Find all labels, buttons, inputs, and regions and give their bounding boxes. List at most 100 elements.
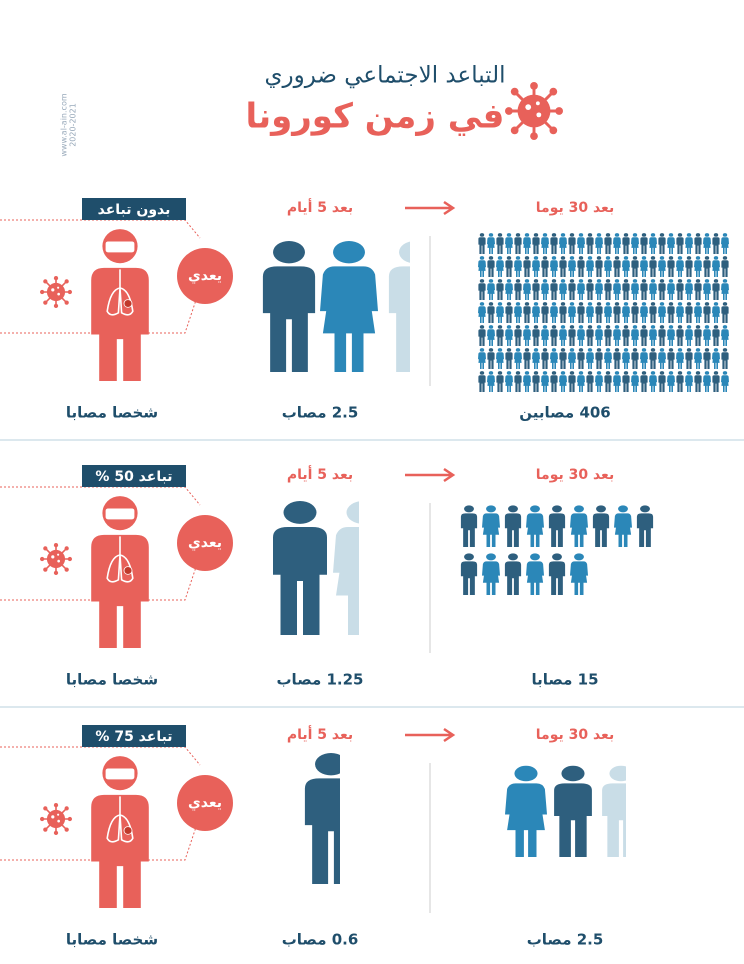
person-icon: [554, 765, 592, 857]
person-icon: [559, 302, 567, 323]
person-icon: [640, 233, 648, 254]
person-icon: [586, 371, 594, 392]
person-icon: [676, 279, 684, 300]
person-icon: [548, 553, 566, 595]
watermark-years: 2020-2021: [69, 103, 78, 147]
person-icon: [640, 302, 648, 323]
person-icon: [541, 325, 549, 346]
person-icon: [586, 348, 594, 369]
watermark: www.al-ain.com 2020-2021: [60, 93, 78, 156]
person-icon: [577, 302, 585, 323]
badge: [82, 725, 186, 747]
person-icon: [667, 279, 675, 300]
person-icon: [676, 256, 684, 277]
person-icon: [586, 279, 594, 300]
badge: [82, 198, 186, 220]
person-icon: [622, 256, 630, 277]
person-icon: [550, 348, 558, 369]
person-icon: [40, 803, 72, 835]
person-icon: [595, 256, 603, 277]
person-icon: [496, 279, 504, 300]
subtitle: في زمن كورونا: [246, 97, 505, 137]
title: التباعد الاجتماعي ضروري: [264, 63, 505, 89]
person-icon: [595, 348, 603, 369]
person-icon: [320, 241, 378, 372]
person-icon: [604, 325, 612, 346]
person-icon: [658, 348, 666, 369]
person-icon: [676, 233, 684, 254]
person-icon: [568, 325, 576, 346]
person-icon: [622, 325, 630, 346]
person-icon: [712, 302, 720, 323]
person-icon: [649, 279, 657, 300]
person-icon: [613, 233, 621, 254]
person-icon: [631, 233, 639, 254]
person-icon: [685, 325, 693, 346]
person-icon: [685, 256, 693, 277]
person-icon: [649, 348, 657, 369]
person-icon: [613, 256, 621, 277]
person-icon: [721, 256, 729, 277]
infects-circle: [177, 515, 233, 571]
person-icon: [532, 233, 540, 254]
person-icon: [667, 233, 675, 254]
person-icon: [505, 371, 513, 392]
person-icon: [505, 279, 513, 300]
person-icon: [721, 325, 729, 346]
infects-circle: [177, 248, 233, 304]
person-icon: [721, 348, 729, 369]
after-5-label: بعد 5 أيام: [287, 725, 353, 743]
person-icon: [703, 302, 711, 323]
person-icon: [496, 348, 504, 369]
person-icon: [595, 325, 603, 346]
person-icon: [514, 348, 522, 369]
person-icon: [478, 302, 486, 323]
person-icon: [496, 325, 504, 346]
person-icon: [505, 256, 513, 277]
infects-circle: [177, 775, 233, 831]
person-icon: [478, 371, 486, 392]
person-icon: [550, 233, 558, 254]
person-icon: [460, 553, 478, 595]
after-5-count: 1.25 مصاب: [276, 671, 363, 689]
person-icon: [487, 371, 495, 392]
person-icon: [505, 82, 563, 140]
person-icon: [658, 325, 666, 346]
person-icon: [631, 256, 639, 277]
person-icon: [613, 279, 621, 300]
person-icon: [482, 505, 500, 547]
person-icon: [568, 233, 576, 254]
arrow: [405, 727, 456, 743]
person-icon: [505, 765, 547, 857]
person-icon: [586, 233, 594, 254]
person-icon: [640, 348, 648, 369]
person-icon: [712, 256, 720, 277]
person-icon: [721, 302, 729, 323]
person-icon: [550, 256, 558, 277]
infects-label: يعدي: [188, 268, 222, 285]
person-icon: [523, 371, 531, 392]
person-icon: [622, 233, 630, 254]
person-icon: [550, 302, 558, 323]
after-5-count: 2.5 مصاب: [282, 404, 359, 422]
person-icon: [90, 228, 150, 381]
person-icon: [667, 256, 675, 277]
person-icon: [559, 256, 567, 277]
person-icon: [613, 348, 621, 369]
person-icon: [595, 233, 603, 254]
person-icon: [703, 348, 711, 369]
after-30-label: بعد 30 يوما: [536, 200, 614, 216]
person-icon: [614, 505, 632, 547]
person-icon: [514, 371, 522, 392]
person-icon: [694, 348, 702, 369]
person-icon: [559, 233, 567, 254]
person-icon: [541, 279, 549, 300]
person-icon: [577, 325, 585, 346]
person-icon: [613, 325, 621, 346]
person-icon: [487, 302, 495, 323]
person-icon: [592, 505, 610, 547]
patient-label: شخصا مصابا: [66, 404, 158, 422]
person-icon: [541, 233, 549, 254]
person-icon: [649, 302, 657, 323]
person-icon: [514, 256, 522, 277]
